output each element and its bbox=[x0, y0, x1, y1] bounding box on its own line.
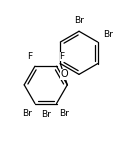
Text: Br: Br bbox=[103, 30, 113, 39]
Text: Br: Br bbox=[41, 110, 51, 119]
Text: Br: Br bbox=[74, 16, 84, 25]
Text: F: F bbox=[27, 52, 32, 61]
Text: F: F bbox=[60, 52, 65, 61]
Text: O: O bbox=[60, 69, 68, 79]
Text: Br: Br bbox=[60, 109, 69, 118]
Text: Br: Br bbox=[22, 109, 32, 118]
